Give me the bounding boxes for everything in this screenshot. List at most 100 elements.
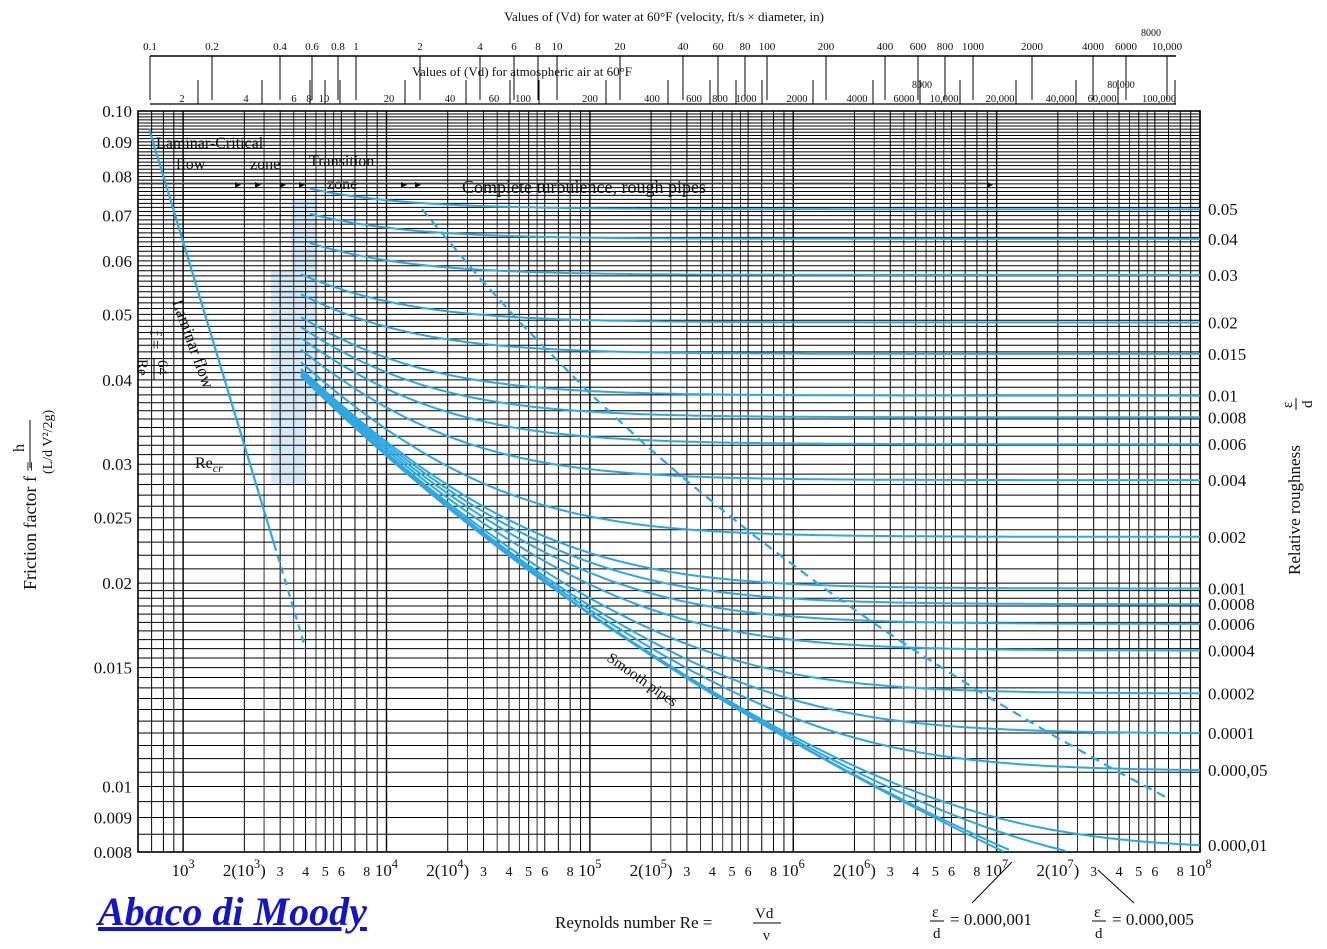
region-arrow: ▸ <box>987 177 993 191</box>
x-tick-label: 6 <box>948 865 955 880</box>
water-axis-title: Values of (Vd) for water at 60°F (veloci… <box>504 9 824 24</box>
roughness-curve <box>300 375 1010 851</box>
water-tick-label: 80 <box>740 41 752 53</box>
y-tick-label: 0.06 <box>102 252 132 271</box>
air-tick-label: 20,000 <box>986 94 1015 105</box>
y-tick-label: 0.04 <box>102 371 132 390</box>
x-tick-label: 5 <box>729 865 736 880</box>
air-tick-label: 100,000 <box>1142 94 1176 105</box>
laminar-formula-lhs: f = <box>146 330 165 350</box>
air-tick-label: 2 <box>179 94 184 105</box>
eps-callout-num: ε <box>932 904 939 921</box>
roughness-curve <box>309 212 1200 240</box>
water-tick-label: 800 <box>937 41 954 53</box>
air-tick-label: 2000 <box>787 94 808 105</box>
laminar-formula-den: Re <box>134 359 150 376</box>
x-tick-label: 8 <box>567 865 574 880</box>
air-tick-label: 10 <box>319 94 330 105</box>
roughness-curve <box>309 242 1200 276</box>
roughness-label: 0.0006 <box>1208 615 1255 634</box>
air-tick-label: 4000 <box>847 94 868 105</box>
water-tick-label: 1000 <box>962 41 985 53</box>
eps-callout-label: = 0.000,005 <box>1112 910 1194 929</box>
roughness-label: 0.002 <box>1208 528 1246 547</box>
x-tick-label: 2(107) <box>1036 857 1079 880</box>
roughness-label: 0.001 <box>1208 580 1246 599</box>
chart-grid <box>137 110 1201 853</box>
x-tick-label: 2(104) <box>426 857 469 880</box>
air-axis-title: Values of (Vd) for atmospheric air at 60… <box>412 64 632 79</box>
region-arrow: ▸ <box>235 177 241 191</box>
water-tick-label: 0.8 <box>331 41 345 53</box>
water-tick-label: 40 <box>678 41 690 53</box>
laminar-line <box>148 128 276 545</box>
water-tick-label: 10 <box>552 41 564 53</box>
plot-frame <box>137 110 1201 853</box>
roughness-label: 0.004 <box>1208 471 1247 490</box>
right-axis-title-text: Relative roughness <box>1285 445 1304 575</box>
roughness-curve <box>300 316 1200 397</box>
x-tick-label: 106 <box>782 857 805 880</box>
y-tick-label: 0.01 <box>102 778 132 797</box>
x-tick-label: 5 <box>1135 865 1142 880</box>
roughness-label: 0.000,05 <box>1208 761 1268 780</box>
y-axis-title-den: (L/d V²/2g) <box>41 409 56 474</box>
critical-zone-shading <box>270 199 318 485</box>
x-tick-label: 4 <box>302 865 309 880</box>
water-tick-label: 60 <box>713 41 725 53</box>
water-tick-label: 200 <box>818 41 835 53</box>
water-tick-label: 400 <box>877 41 894 53</box>
roughness-label: 0.05 <box>1208 200 1238 219</box>
right-axis-title-num: ε <box>1280 402 1296 408</box>
water-tick-label: 100 <box>759 41 776 53</box>
roughness-label: 0.04 <box>1208 230 1238 249</box>
x-tick-label: 108 <box>1188 857 1211 880</box>
eps-callout-den: d <box>933 926 941 942</box>
region-label-critical-zone: zone <box>250 156 280 173</box>
roughness-label: 0.02 <box>1208 313 1238 332</box>
roughness-curve <box>300 273 1200 324</box>
x-tick-label: 4 <box>505 865 512 880</box>
x-tick-label: 3 <box>480 865 487 880</box>
water-tick-label: 0.1 <box>143 41 157 53</box>
air-tick-label: 6 <box>291 94 296 105</box>
x-tick-label: 6 <box>541 865 548 880</box>
water-tick-label: 4000 <box>1082 41 1105 53</box>
roughness-label: 0.006 <box>1208 435 1246 454</box>
x-tick-label: 6 <box>1151 865 1158 880</box>
region-arrow: ▸ <box>255 177 261 191</box>
complete-turbulence-boundary <box>421 208 1167 799</box>
roughness-curve <box>300 348 1200 482</box>
region-label-flow: flow <box>176 156 206 173</box>
roughness-curve <box>300 326 1200 419</box>
air-tick-label: 200 <box>582 94 598 105</box>
region-arrow: ▸ <box>401 177 407 191</box>
roughness-curve <box>300 293 1200 355</box>
x-tick-label: 6 <box>745 865 752 880</box>
x-tick-label: 2(106) <box>833 857 876 880</box>
eps-callout-den: d <box>1095 926 1103 942</box>
x-axis-title: Reynolds number Re = Vd ν <box>555 906 781 944</box>
y-tick-label: 0.10 <box>102 102 132 121</box>
x-tick-label: 4 <box>709 865 716 880</box>
recr-label: Recr <box>195 455 223 475</box>
region-arrow: ▸ <box>299 177 305 191</box>
laminar-line-dashed <box>273 543 307 649</box>
region-label-laminar: Laminar-Critical <box>156 135 264 152</box>
air-tick-label: 800 <box>712 94 728 105</box>
x-tick-label: 8 <box>363 865 370 880</box>
air-tick-label: 1000 <box>736 94 757 105</box>
y-tick-label: 0.025 <box>94 509 132 528</box>
moody-diagram-link[interactable]: Abaco di Moody <box>98 889 367 934</box>
air-tick-label: 60,000 <box>1088 94 1117 105</box>
roughness-curve <box>300 373 1200 695</box>
air-tick-label: 40,000 <box>1046 94 1075 105</box>
x-tick-label: 5 <box>932 865 939 880</box>
x-tick-label: 2(105) <box>630 857 673 880</box>
x-tick-label: 5 <box>322 865 329 880</box>
y-axis-title: Friction factor f = h (L/d V²/2g) <box>11 409 56 590</box>
x-tick-label: 107 <box>985 857 1008 880</box>
air-tick-label: 6000 <box>894 94 915 105</box>
air-tick-label: 4 <box>243 94 249 105</box>
region-arrow: ▸ <box>415 177 421 191</box>
